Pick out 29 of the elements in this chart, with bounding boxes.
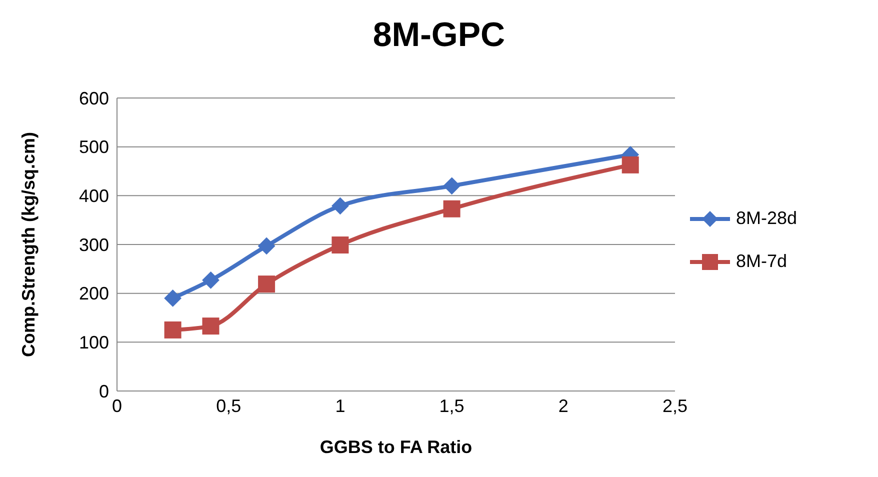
y-tick-label: 300 xyxy=(78,234,109,255)
x-tick-label: 1 xyxy=(335,396,346,416)
y-tick-label: 0 xyxy=(98,381,109,402)
y-tick-label: 100 xyxy=(78,332,109,353)
point xyxy=(202,318,220,335)
point xyxy=(332,197,349,214)
y-tick-label: 400 xyxy=(78,186,109,206)
x-axis-title: GGBS to FA Ratio xyxy=(320,437,472,457)
x-tick-label: 1,5 xyxy=(439,396,464,416)
point xyxy=(164,290,182,307)
point xyxy=(443,200,460,218)
point xyxy=(622,156,639,174)
chart-title: 8M-GPC xyxy=(372,16,506,55)
legend-label: 8M-7d xyxy=(736,251,788,272)
point xyxy=(258,237,276,254)
y-tick-label: 200 xyxy=(78,284,109,304)
point xyxy=(332,236,349,254)
point xyxy=(164,321,182,338)
y-tick-label: 600 xyxy=(78,88,109,108)
point xyxy=(258,276,276,293)
x-tick-label: 0,5 xyxy=(216,396,242,416)
y-tick-label: 500 xyxy=(78,137,109,158)
legend-label: 8M-28d xyxy=(736,208,798,229)
x-tick-label: 2 xyxy=(558,396,568,416)
x-tick-label: 0 xyxy=(112,396,122,416)
y-axis-title: Comp.Strength (kg/sq.cm) xyxy=(18,132,38,358)
x-tick-label: 2,5 xyxy=(662,396,688,416)
point xyxy=(202,272,220,289)
point xyxy=(443,177,460,194)
